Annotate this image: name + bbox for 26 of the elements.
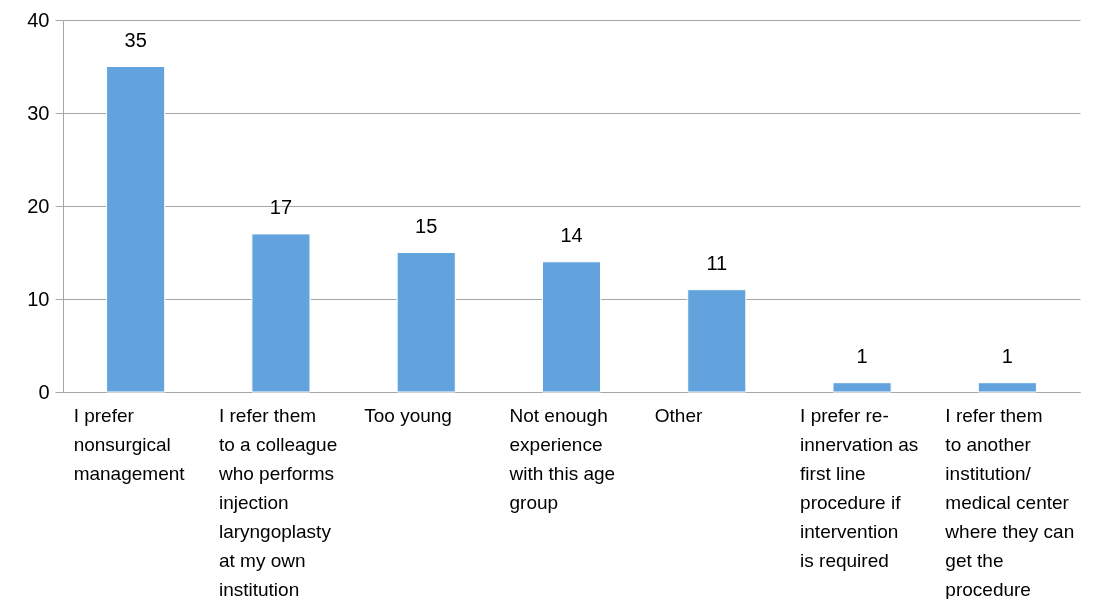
data-label: 35: [124, 28, 147, 51]
bar: [396, 252, 456, 393]
x-tick-label: Other: [654, 404, 703, 426]
x-tick-label: I refer them to another institution/ medical center where they can get the procedure: [944, 404, 1075, 600]
x-tick-label: I prefer nonsurgical management: [73, 404, 186, 484]
bar: [251, 233, 311, 393]
y-tick-label: 40: [27, 8, 50, 31]
y-tick-label: 20: [27, 194, 50, 217]
data-label: 1: [856, 344, 868, 367]
y-tick-label: 10: [27, 287, 50, 310]
data-label: 15: [415, 214, 438, 237]
x-tick-label: I refer them to a colleague who performs injection laryngoplasty at my own institution: [217, 404, 338, 600]
y-tick-label: 0: [38, 380, 50, 403]
y-tick-label: 30: [27, 101, 50, 124]
bar: [832, 382, 892, 393]
bar: [541, 261, 602, 393]
bar: [977, 382, 1037, 393]
bar: [687, 289, 747, 393]
data-label: 11: [706, 251, 728, 274]
x-tick-label: Not enough experience with this age group: [508, 404, 616, 513]
bar: [106, 66, 166, 393]
data-label: 14: [560, 223, 583, 246]
x-tick-label: Too young: [364, 404, 452, 426]
data-label: 17: [269, 195, 293, 218]
data-label: 1: [1001, 344, 1013, 367]
x-tick-label: I prefer re-innervation as first line procedure if intervention is required: [800, 404, 919, 571]
